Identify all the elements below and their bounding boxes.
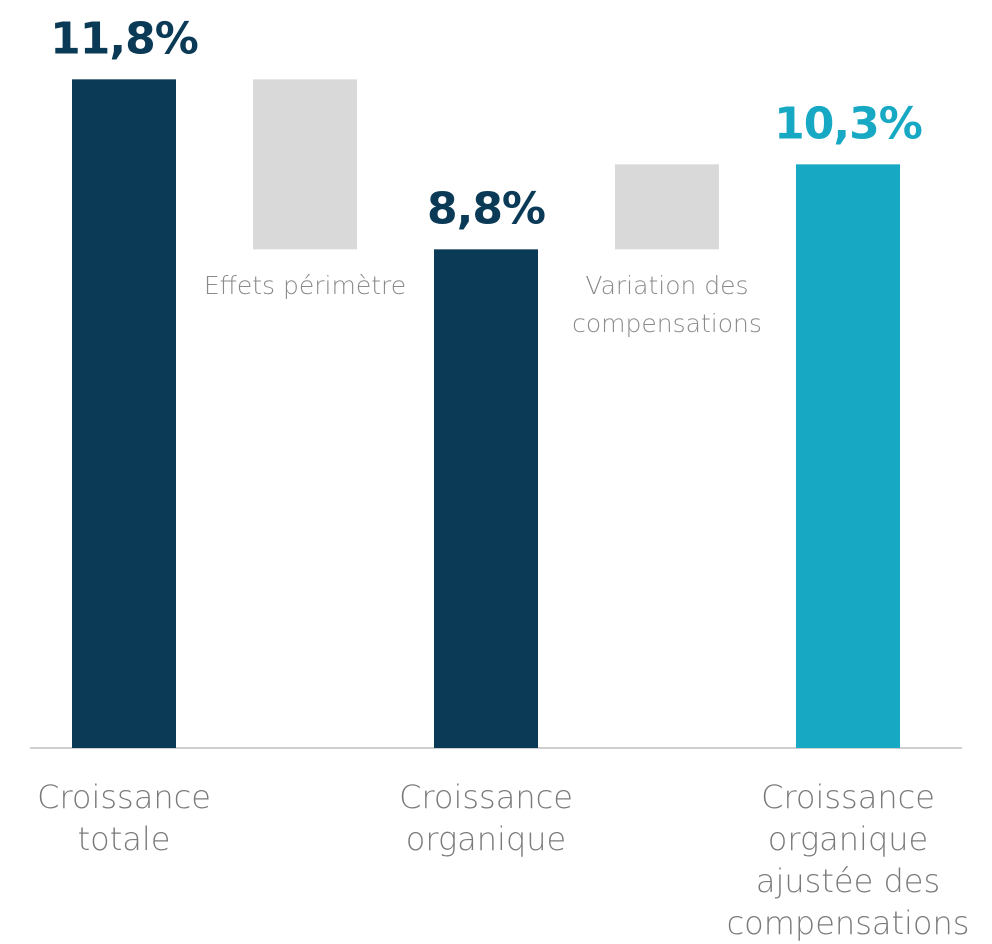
value-label: 11,8% <box>50 13 198 64</box>
category-label: Croissance totale <box>37 778 211 858</box>
bar <box>615 164 719 250</box>
bar <box>796 164 900 749</box>
bar <box>434 249 538 749</box>
value-label: 8,8% <box>427 183 545 234</box>
category-label: Croissance organique ajustée des compens… <box>726 778 970 942</box>
category-label: Variation des compensations <box>572 271 762 339</box>
bar <box>72 79 176 749</box>
category-label: Croissance organique <box>399 778 573 858</box>
category-label: Effets périmètre <box>203 271 407 301</box>
bar <box>253 79 357 250</box>
value-label: 10,3% <box>774 98 922 149</box>
